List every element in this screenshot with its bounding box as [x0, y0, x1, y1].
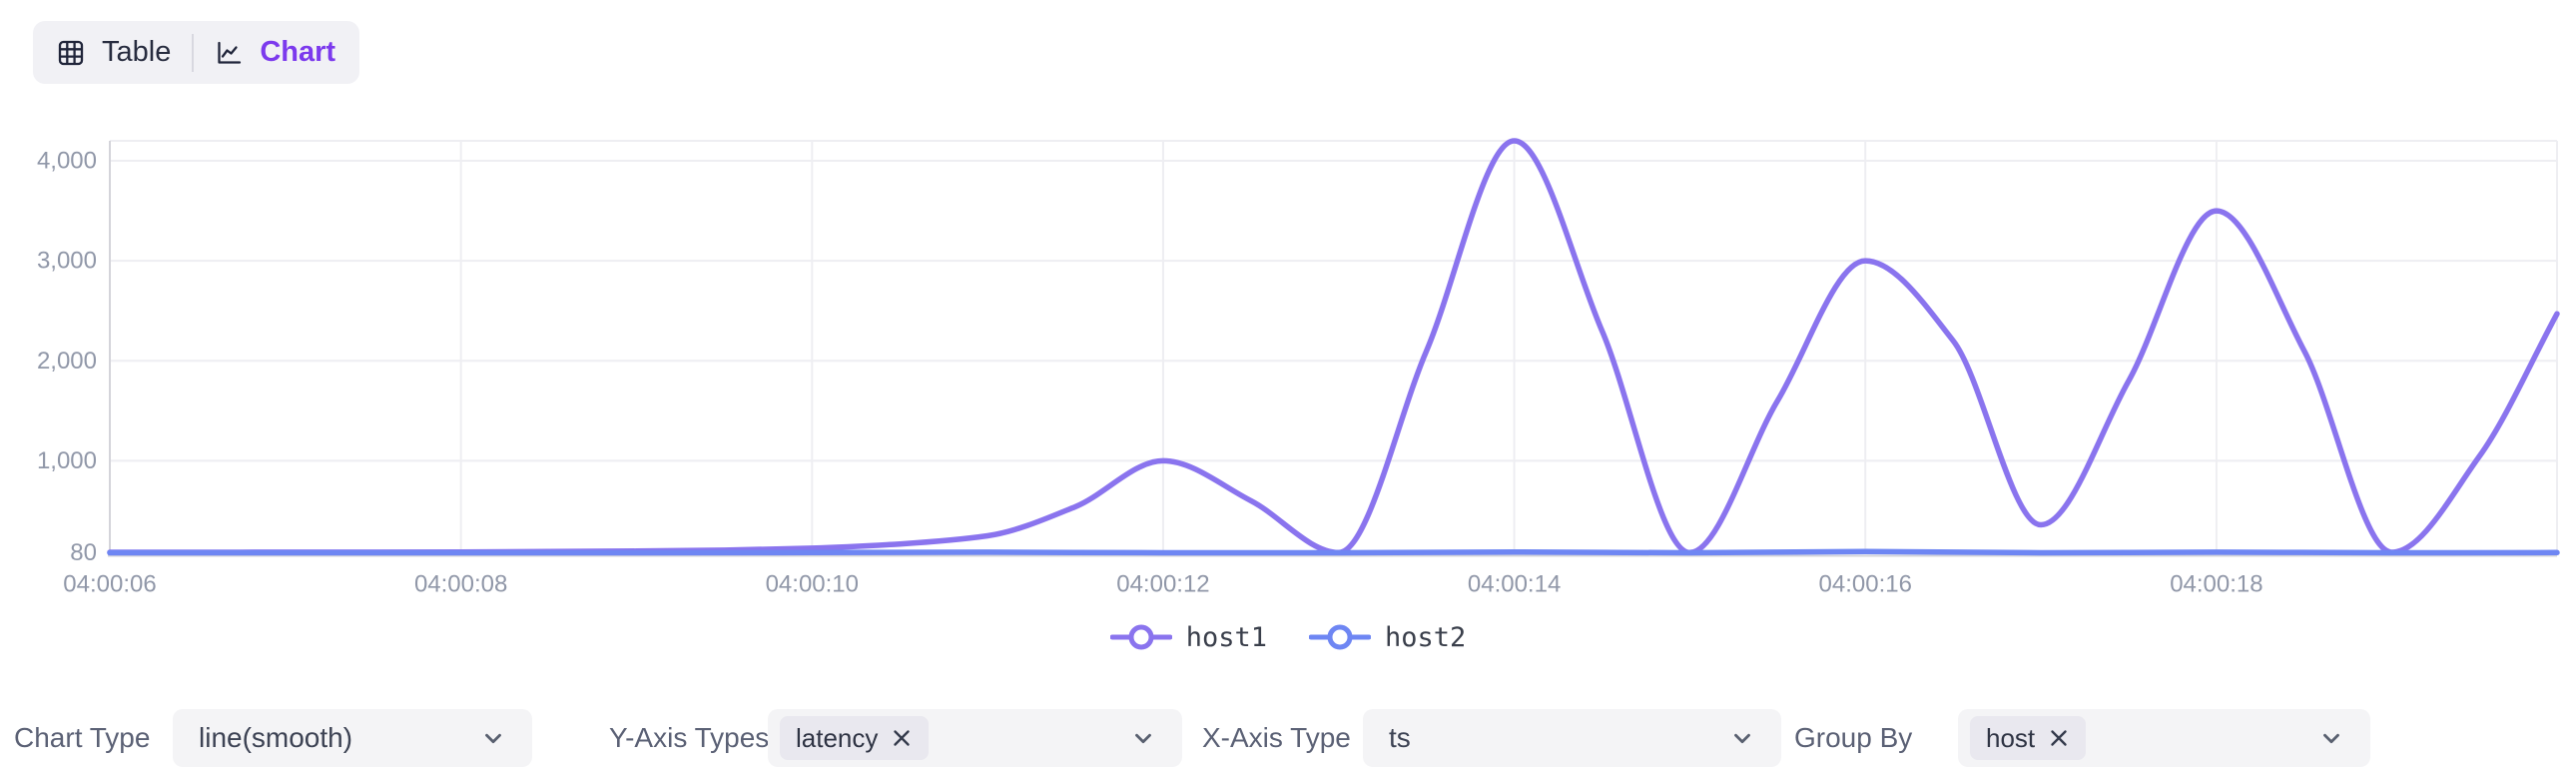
- chevron-down-icon: [485, 733, 501, 744]
- legend-item-host2[interactable]: host2: [1309, 620, 1466, 654]
- x-axis-type-select[interactable]: ts: [1363, 709, 1781, 767]
- chart-canvas[interactable]: 80 1,000 2,000 3,000 4,000 04:00:06 04:00:08 04…: [0, 0, 2576, 611]
- y-axis-label: 2,000: [37, 348, 97, 375]
- x-axis-label: 04:00:12: [1116, 571, 1209, 598]
- x-axis-type-value: ts: [1389, 722, 1411, 753]
- chart-controls-bar: Chart Type line(smooth) Y-Axis Types lat…: [0, 706, 2576, 770]
- legend-item-host1[interactable]: host1: [1109, 620, 1267, 654]
- y-axis-tag-latency: latency: [780, 716, 930, 760]
- x-mark-icon[interactable]: [891, 727, 913, 749]
- view-toggle: Table Chart: [33, 21, 360, 84]
- group-by-tag-label: host: [1986, 722, 2036, 753]
- y-axis-types-label: Y-Axis Types: [609, 722, 770, 753]
- x-axis-type-label: X-Axis Type: [1202, 722, 1351, 753]
- chevron-down-icon: [1734, 733, 1750, 744]
- group-by-label: Group By: [1794, 722, 1913, 753]
- chart-view-label: Chart: [260, 36, 336, 68]
- group-by-select[interactable]: host: [1958, 709, 2370, 767]
- chart-type-value: line(smooth): [199, 722, 353, 753]
- y-axis-tag-label: latency: [796, 722, 879, 753]
- line-chart-icon: [218, 41, 242, 64]
- line-circle-marker-icon: [1109, 624, 1172, 650]
- y-axis-types-select[interactable]: latency: [768, 709, 1182, 767]
- series-line-host2: [107, 548, 2560, 556]
- y-axis-label: 80: [70, 539, 97, 566]
- x-axis-label: 04:00:10: [766, 571, 859, 598]
- x-axis-label: 04:00:18: [2170, 571, 2262, 598]
- table-view-label: Table: [102, 36, 172, 68]
- toggle-divider: [192, 33, 195, 72]
- table-grid-icon: [58, 40, 84, 65]
- chart-view-button[interactable]: Chart: [215, 36, 335, 69]
- x-mark-icon[interactable]: [2048, 727, 2070, 749]
- legend-label-host1: host1: [1185, 621, 1267, 653]
- x-axis-label: 04:00:14: [1468, 571, 1561, 598]
- table-view-button[interactable]: Table: [57, 36, 171, 69]
- chevron-down-icon: [2323, 733, 2339, 744]
- x-axis-label: 04:00:08: [414, 571, 507, 598]
- y-axis-label: 3,000: [37, 248, 97, 275]
- chart-type-label: Chart Type: [14, 722, 151, 753]
- x-axis-label: 04:00:06: [63, 571, 156, 598]
- chart-type-select[interactable]: line(smooth): [173, 709, 532, 767]
- y-axis-label: 1,000: [37, 447, 97, 474]
- y-axis-label: 4,000: [37, 148, 97, 175]
- series-line-host1: [107, 138, 2560, 556]
- chart-legend: host1 host2: [0, 620, 2576, 654]
- chevron-down-icon: [1135, 733, 1151, 744]
- group-by-tag-host: host: [1970, 716, 2087, 760]
- line-circle-marker-icon: [1309, 624, 1371, 650]
- x-axis-label: 04:00:16: [1819, 571, 1912, 598]
- legend-label-host2: host2: [1385, 621, 1467, 653]
